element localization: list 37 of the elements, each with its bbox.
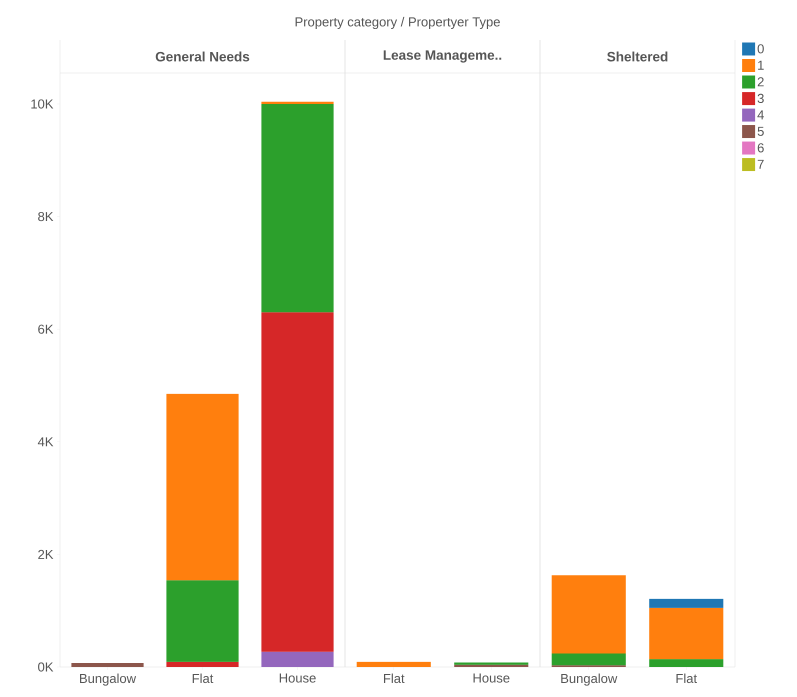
x-tick-label: House	[474, 674, 510, 683]
x-tick-label: House	[280, 674, 316, 683]
text: Property category / Propertyer Type	[296, 16, 500, 30]
x-tick-label: Flat	[676, 674, 697, 684]
x-tick-label: Bungalow	[561, 674, 618, 686]
x-tick-label: Flat	[192, 674, 214, 684]
y-tick-label: 4K	[38, 437, 54, 446]
y-tick-label: 10K	[31, 99, 54, 109]
legend-label: 4	[757, 110, 764, 120]
bar	[71, 663, 144, 667]
bar	[649, 598, 724, 608]
legend-label: 0	[758, 44, 764, 54]
bar	[261, 104, 334, 312]
chart-title: General Needs	[156, 52, 250, 62]
chart-title: Lease Manageme..	[384, 50, 502, 63]
bar	[166, 394, 239, 580]
bar	[261, 652, 334, 667]
y-tick-label: 0K	[38, 662, 54, 672]
bar	[552, 575, 626, 654]
x-tick-label: Flat	[384, 674, 404, 684]
y-tick-label: 8K	[38, 212, 54, 222]
bar	[649, 659, 724, 667]
y-tick-label: 6K	[38, 324, 54, 334]
legend-label: 7	[758, 160, 764, 169]
bar	[261, 312, 334, 652]
legend-label: 5	[758, 126, 764, 136]
x-tick-label: Bungalow	[80, 674, 136, 686]
bar	[166, 662, 239, 667]
legend-label: 1	[758, 60, 764, 70]
bar	[166, 580, 239, 662]
chart-title: Sheltered	[607, 52, 668, 62]
bar	[552, 653, 626, 666]
bar	[649, 608, 724, 660]
y-tick-label: 2K	[38, 550, 54, 559]
legend-label: 2	[758, 77, 764, 86]
legend-label: 3	[758, 94, 764, 103]
legend-label: 6	[758, 143, 764, 152]
